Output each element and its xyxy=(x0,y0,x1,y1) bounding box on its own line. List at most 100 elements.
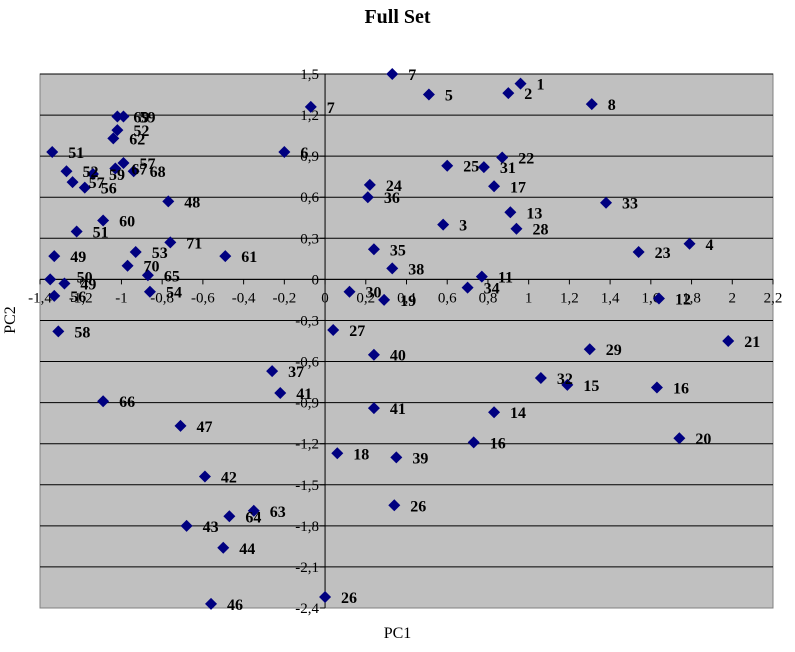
y-tick-label: 0 xyxy=(312,272,320,288)
x-tick-labels: -1,4 -1,2 -1 -0,8 -0,6 -0,4 -0,2 0 0,2 0,4 0,6 0,8 1… xyxy=(28,290,782,306)
data-point-label: 70 xyxy=(144,259,160,276)
data-point xyxy=(390,451,403,464)
y-tick-label: 0,9 xyxy=(300,149,319,165)
data-point xyxy=(219,250,232,263)
data-point xyxy=(488,406,501,419)
data-point-label: 1 xyxy=(537,77,545,94)
data-point xyxy=(78,181,91,194)
y-tick-labels: 1,5 1,2 0,9 0,6 0,3 0 -0,3 -0,6 -0,9 -1,2 -1,5 -1,8… xyxy=(295,67,319,617)
y-tick-label: -2,1 xyxy=(295,560,319,576)
data-point xyxy=(386,262,399,275)
data-point-label: 6 xyxy=(300,145,308,162)
x-tick-label: 2,2 xyxy=(764,290,783,306)
data-point-label: 40 xyxy=(390,348,406,365)
data-point xyxy=(60,165,73,178)
data-point-label: 36 xyxy=(384,190,400,207)
data-point-label: 13 xyxy=(526,205,542,222)
data-point-label: 32 xyxy=(557,371,573,388)
data-point-label: 49 xyxy=(80,276,96,293)
data-point-label: 7 xyxy=(327,100,335,117)
data-point-label: 62 xyxy=(129,131,145,148)
x-tick-label: -0,8 xyxy=(150,290,174,306)
data-point-label: 24 xyxy=(386,178,402,195)
x-tick-label: -1,4 xyxy=(28,290,52,306)
data-point-label: 54 xyxy=(166,285,182,302)
data-point xyxy=(534,371,547,384)
data-point-label: 39 xyxy=(412,450,428,467)
data-point xyxy=(632,246,645,258)
data-point-label: 71 xyxy=(186,235,202,252)
data-point-label: 68 xyxy=(150,164,166,181)
x-tick-label: -1,2 xyxy=(69,290,93,306)
gridlines xyxy=(40,73,773,568)
data-point-label: 69 xyxy=(133,109,149,126)
data-point xyxy=(441,159,454,172)
data-point xyxy=(583,343,596,356)
data-point xyxy=(367,402,380,415)
data-point-label: 57 xyxy=(139,156,155,173)
data-point-label: 3 xyxy=(459,218,467,235)
x-tick-label: -0,4 xyxy=(232,290,256,306)
data-point-label: 8 xyxy=(608,97,616,114)
data-point-label: 22 xyxy=(518,151,534,168)
data-point xyxy=(327,324,340,337)
data-point xyxy=(109,162,122,175)
data-point xyxy=(127,165,140,178)
data-point-label: 53 xyxy=(152,245,168,262)
y-tick-label: 1,2 xyxy=(300,108,319,124)
data-point-label: 27 xyxy=(349,323,365,340)
data-point xyxy=(477,161,490,174)
data-point-label: 56 xyxy=(101,181,117,198)
data-point xyxy=(44,273,57,286)
data-point-label: 34 xyxy=(484,281,500,298)
data-point xyxy=(66,176,79,189)
data-point xyxy=(331,447,344,460)
data-point xyxy=(304,100,317,113)
data-point-label: 51 xyxy=(93,224,109,241)
data-point xyxy=(117,110,130,123)
x-tick-label: 0,8 xyxy=(479,290,498,306)
data-point xyxy=(198,470,211,483)
data-point xyxy=(488,180,501,193)
x-axis-label: PC1 xyxy=(383,625,412,642)
data-point xyxy=(683,237,696,250)
data-point xyxy=(223,510,236,523)
data-point-label: 61 xyxy=(241,249,257,266)
data-point-label: 44 xyxy=(239,541,255,558)
x-tick-label: 1 xyxy=(525,290,533,306)
data-point xyxy=(502,87,515,100)
data-point xyxy=(111,124,124,137)
data-point-label: 65 xyxy=(164,268,180,285)
data-point xyxy=(343,285,356,298)
data-point xyxy=(141,269,154,282)
data-point xyxy=(174,419,187,432)
x-tick-label: 1,2 xyxy=(560,290,579,306)
data-point xyxy=(386,68,399,80)
x-tick-label: 1,4 xyxy=(601,290,620,306)
x-tick-label: -0,2 xyxy=(272,290,296,306)
data-point xyxy=(585,98,598,111)
data-point xyxy=(111,110,124,123)
data-point-label: 30 xyxy=(365,285,381,302)
y-tick-label: 0,3 xyxy=(300,231,319,247)
data-point xyxy=(496,151,509,164)
data-point xyxy=(205,597,218,610)
data-point-label: 63 xyxy=(270,504,286,521)
data-point-label: 37 xyxy=(288,364,304,381)
data-point-label: 66 xyxy=(119,394,135,411)
x-tick-label: 0,4 xyxy=(397,290,416,306)
data-point xyxy=(278,146,291,159)
data-point-label: 52 xyxy=(82,164,98,181)
data-point xyxy=(143,285,156,298)
data-point-label: 60 xyxy=(119,214,135,231)
y-tick-label: -0,6 xyxy=(295,355,319,371)
data-point xyxy=(52,325,65,338)
data-point xyxy=(504,206,517,219)
data-point-label: 33 xyxy=(622,196,638,213)
data-point-label: 31 xyxy=(500,160,516,177)
data-point xyxy=(461,281,474,294)
y-tick-label: 1,5 xyxy=(300,67,319,83)
data-point-label: 16 xyxy=(673,381,689,398)
data-point xyxy=(48,250,61,263)
